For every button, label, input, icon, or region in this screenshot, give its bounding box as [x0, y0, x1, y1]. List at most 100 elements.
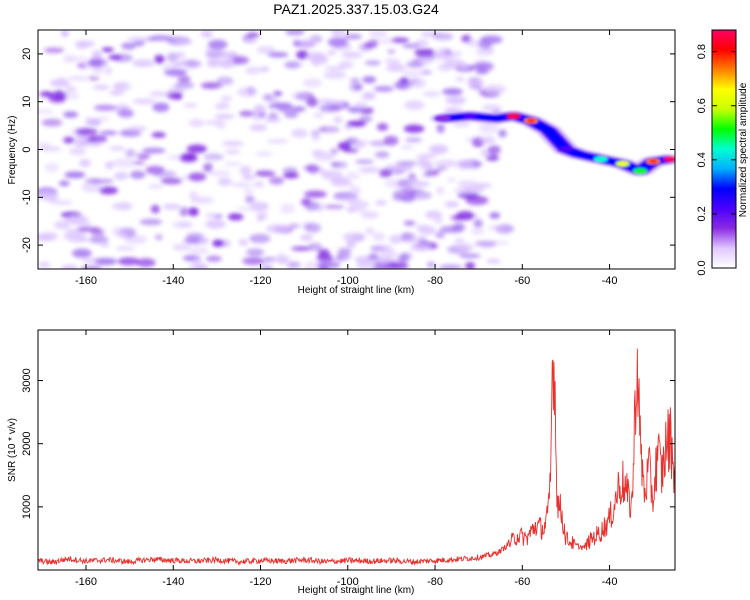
noise-blob — [255, 151, 273, 156]
noise-blob — [164, 68, 188, 77]
noise-blob — [341, 51, 363, 59]
noise-blob — [65, 92, 80, 100]
noise-blob — [132, 98, 157, 104]
noise-blob — [218, 59, 236, 68]
noise-blob — [160, 177, 183, 185]
noise-blob — [221, 141, 244, 147]
noise-blob — [328, 104, 341, 110]
noise-blob — [172, 243, 191, 251]
noise-blob — [498, 129, 507, 138]
noise-blob — [313, 151, 336, 161]
noise-blob — [306, 97, 319, 107]
signal-peak — [618, 162, 627, 166]
noise-blob — [249, 233, 271, 244]
noise-blob — [378, 38, 394, 45]
noise-blob — [486, 258, 501, 264]
noise-blob — [66, 56, 89, 61]
noise-blob — [457, 180, 478, 188]
noise-blob — [43, 47, 65, 53]
colorbar-ticks: 0.0 0.2 0.4 0.6 0.8 — [696, 44, 736, 276]
noise-blob — [242, 188, 255, 194]
noise-blob — [370, 244, 393, 252]
noise-blob — [117, 257, 140, 266]
noise-blob — [420, 69, 432, 75]
noise-blob — [405, 235, 426, 244]
x-tick-label: -40 — [602, 576, 618, 588]
noise-blob — [389, 234, 403, 244]
noise-blob — [455, 76, 465, 83]
noise-blob — [166, 52, 178, 63]
noise-blob — [291, 246, 312, 251]
noise-blob — [100, 242, 110, 247]
noise-blob — [179, 206, 189, 217]
noise-blob — [242, 175, 256, 180]
noise-blob — [239, 165, 252, 176]
noise-blob — [349, 78, 360, 83]
noise-blob — [90, 179, 114, 184]
noise-blob — [236, 206, 255, 211]
noise-blob — [402, 70, 423, 78]
noise-blob — [99, 130, 118, 136]
noise-blob — [262, 93, 274, 102]
noise-blob — [132, 160, 146, 166]
noise-blob — [214, 113, 235, 120]
noise-blob — [285, 30, 305, 36]
noise-blob — [374, 151, 390, 159]
noise-blob — [368, 39, 379, 45]
noise-blob — [71, 248, 92, 258]
noise-blob — [419, 225, 436, 235]
noise-blob — [171, 221, 192, 229]
noise-blob — [354, 159, 374, 164]
noise-blob — [109, 146, 126, 151]
noise-blob — [457, 192, 480, 199]
noise-blob — [44, 162, 59, 173]
noise-blob — [263, 117, 282, 123]
noise-blob — [205, 213, 218, 218]
noise-blob — [151, 132, 166, 138]
noise-blob — [436, 123, 445, 134]
noise-blob — [436, 186, 445, 195]
noise-blob — [391, 168, 405, 175]
noise-blob — [238, 239, 249, 246]
noise-blob — [487, 225, 504, 231]
noise-blob — [63, 111, 79, 118]
colorbar-tick-label: 0.2 — [696, 206, 708, 221]
noise-blob — [39, 146, 62, 151]
colorbar: 0.0 0.2 0.4 0.6 0.8 Normalized spectral ampl… — [696, 29, 749, 276]
noise-blob — [445, 95, 467, 105]
noise-blob — [166, 92, 183, 100]
noise-blob — [478, 123, 500, 134]
noise-blob — [448, 50, 463, 57]
noise-blob — [77, 226, 102, 232]
noise-blob — [342, 232, 366, 242]
noise-blob — [360, 211, 379, 219]
noise-blob — [87, 76, 100, 81]
noise-blob — [323, 71, 347, 79]
noise-blob — [372, 232, 386, 242]
noise-blob — [94, 257, 118, 266]
signal-point — [558, 146, 573, 153]
noise-blob — [183, 102, 198, 109]
noise-blob — [297, 39, 317, 49]
noise-blob — [408, 177, 419, 184]
noise-blob — [365, 228, 375, 234]
noise-blob — [404, 100, 425, 111]
x-tick-label: -160 — [75, 275, 97, 287]
noise-blob — [378, 168, 393, 178]
y-tick-label: -10 — [21, 189, 33, 205]
noise-blob — [349, 82, 363, 92]
noise-blob — [205, 219, 226, 229]
x-tick-label: -100 — [337, 275, 359, 287]
noise-blob — [426, 261, 436, 268]
noise-blob — [421, 172, 433, 177]
noise-blob — [38, 262, 51, 268]
noise-blob — [472, 63, 489, 70]
noise-blob — [425, 210, 443, 220]
noise-blob — [272, 102, 293, 108]
x-tick-label: -120 — [249, 576, 271, 588]
noise-blob — [470, 228, 485, 235]
noise-blob — [227, 213, 244, 221]
noise-blob — [291, 92, 310, 101]
noise-blob — [330, 161, 348, 169]
noise-blob — [38, 142, 51, 147]
